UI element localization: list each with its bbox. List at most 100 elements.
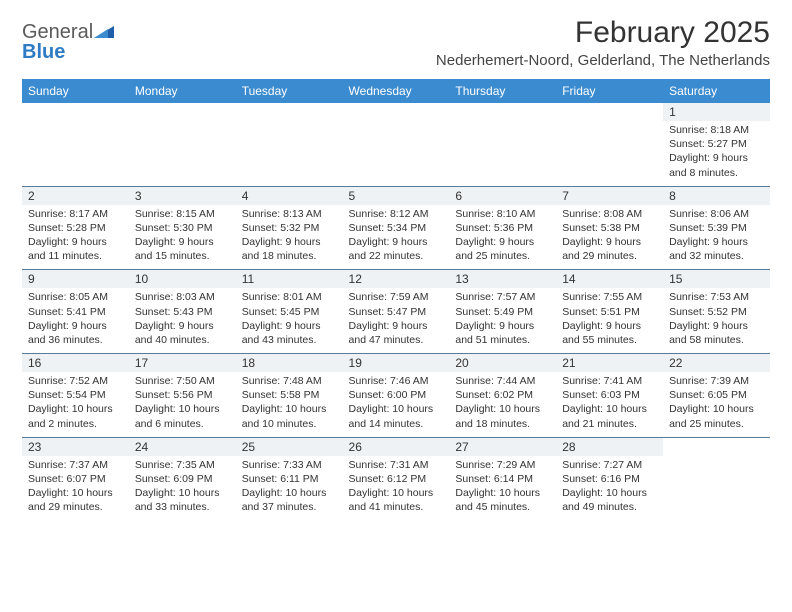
weekday-header: Tuesday <box>236 79 343 103</box>
sunrise-text: Sunrise: 8:18 AM <box>669 123 766 137</box>
sunset-text: Sunset: 5:52 PM <box>669 305 766 319</box>
daylight-text: Daylight: 10 hours and 41 minutes. <box>349 486 446 514</box>
header: General Blue February 2025 Nederhemert-N… <box>22 16 770 69</box>
day-number-cell: 24 <box>129 437 236 456</box>
day-number-cell: 12 <box>343 270 450 289</box>
day-detail-cell <box>236 121 343 186</box>
sunrise-text: Sunrise: 7:35 AM <box>135 458 232 472</box>
day-number-cell: 15 <box>663 270 770 289</box>
day-number-cell <box>236 103 343 121</box>
day-number-cell: 3 <box>129 186 236 205</box>
sunrise-text: Sunrise: 7:46 AM <box>349 374 446 388</box>
day-detail-cell: Sunrise: 7:35 AMSunset: 6:09 PMDaylight:… <box>129 456 236 521</box>
sunset-text: Sunset: 5:41 PM <box>28 305 125 319</box>
sunrise-text: Sunrise: 7:27 AM <box>562 458 659 472</box>
day-detail-cell: Sunrise: 7:59 AMSunset: 5:47 PMDaylight:… <box>343 288 450 353</box>
sunset-text: Sunset: 6:16 PM <box>562 472 659 486</box>
daylight-text: Daylight: 10 hours and 45 minutes. <box>455 486 552 514</box>
day-number-cell: 22 <box>663 354 770 373</box>
weekday-header: Wednesday <box>343 79 450 103</box>
day-number-cell: 19 <box>343 354 450 373</box>
day-detail-cell: Sunrise: 8:17 AMSunset: 5:28 PMDaylight:… <box>22 205 129 270</box>
weekday-header: Thursday <box>449 79 556 103</box>
sunset-text: Sunset: 5:51 PM <box>562 305 659 319</box>
sunset-text: Sunset: 5:56 PM <box>135 388 232 402</box>
day-number-cell: 27 <box>449 437 556 456</box>
day-number-cell: 1 <box>663 103 770 121</box>
sunset-text: Sunset: 5:47 PM <box>349 305 446 319</box>
sunrise-text: Sunrise: 7:41 AM <box>562 374 659 388</box>
sunset-text: Sunset: 5:49 PM <box>455 305 552 319</box>
daylight-text: Daylight: 9 hours and 18 minutes. <box>242 235 339 263</box>
day-number-cell: 2 <box>22 186 129 205</box>
daylight-text: Daylight: 10 hours and 10 minutes. <box>242 402 339 430</box>
day-detail-cell: Sunrise: 8:10 AMSunset: 5:36 PMDaylight:… <box>449 205 556 270</box>
day-number-cell: 17 <box>129 354 236 373</box>
day-number-row: 16171819202122 <box>22 354 770 373</box>
sunset-text: Sunset: 6:07 PM <box>28 472 125 486</box>
sunset-text: Sunset: 6:14 PM <box>455 472 552 486</box>
day-detail-cell <box>22 121 129 186</box>
day-detail-cell: Sunrise: 8:03 AMSunset: 5:43 PMDaylight:… <box>129 288 236 353</box>
day-detail-row: Sunrise: 8:18 AMSunset: 5:27 PMDaylight:… <box>22 121 770 186</box>
daylight-text: Daylight: 9 hours and 15 minutes. <box>135 235 232 263</box>
sunset-text: Sunset: 5:27 PM <box>669 137 766 151</box>
day-detail-cell: Sunrise: 7:31 AMSunset: 6:12 PMDaylight:… <box>343 456 450 521</box>
day-detail-cell: Sunrise: 7:52 AMSunset: 5:54 PMDaylight:… <box>22 372 129 437</box>
sunset-text: Sunset: 5:54 PM <box>28 388 125 402</box>
sunset-text: Sunset: 5:30 PM <box>135 221 232 235</box>
day-number-cell: 25 <box>236 437 343 456</box>
sunset-text: Sunset: 5:36 PM <box>455 221 552 235</box>
brand-logo: General Blue <box>22 16 114 62</box>
sunrise-text: Sunrise: 8:05 AM <box>28 290 125 304</box>
daylight-text: Daylight: 10 hours and 37 minutes. <box>242 486 339 514</box>
sunrise-text: Sunrise: 7:37 AM <box>28 458 125 472</box>
sunrise-text: Sunrise: 8:03 AM <box>135 290 232 304</box>
day-detail-cell: Sunrise: 7:27 AMSunset: 6:16 PMDaylight:… <box>556 456 663 521</box>
sunset-text: Sunset: 6:00 PM <box>349 388 446 402</box>
day-number-cell: 26 <box>343 437 450 456</box>
sunset-text: Sunset: 5:28 PM <box>28 221 125 235</box>
day-detail-cell: Sunrise: 7:53 AMSunset: 5:52 PMDaylight:… <box>663 288 770 353</box>
daylight-text: Daylight: 9 hours and 58 minutes. <box>669 319 766 347</box>
sunset-text: Sunset: 6:11 PM <box>242 472 339 486</box>
day-number-cell: 10 <box>129 270 236 289</box>
day-number-cell: 28 <box>556 437 663 456</box>
sunset-text: Sunset: 5:38 PM <box>562 221 659 235</box>
day-detail-cell: Sunrise: 7:57 AMSunset: 5:49 PMDaylight:… <box>449 288 556 353</box>
day-detail-cell: Sunrise: 7:37 AMSunset: 6:07 PMDaylight:… <box>22 456 129 521</box>
daylight-text: Daylight: 9 hours and 47 minutes. <box>349 319 446 347</box>
sunrise-text: Sunrise: 7:53 AM <box>669 290 766 304</box>
brand-text: General Blue <box>22 22 114 62</box>
sunrise-text: Sunrise: 8:06 AM <box>669 207 766 221</box>
calendar-table: Sunday Monday Tuesday Wednesday Thursday… <box>22 79 770 520</box>
weekday-header-row: Sunday Monday Tuesday Wednesday Thursday… <box>22 79 770 103</box>
sunrise-text: Sunrise: 7:44 AM <box>455 374 552 388</box>
sunset-text: Sunset: 6:03 PM <box>562 388 659 402</box>
day-detail-cell: Sunrise: 8:15 AMSunset: 5:30 PMDaylight:… <box>129 205 236 270</box>
day-detail-row: Sunrise: 7:37 AMSunset: 6:07 PM Daylight:… <box>22 456 770 521</box>
sunrise-text: Sunrise: 7:33 AM <box>242 458 339 472</box>
arrow-icon <box>94 22 114 42</box>
weekday-header: Monday <box>129 79 236 103</box>
sunrise-text: Sunrise: 8:08 AM <box>562 207 659 221</box>
day-number-cell <box>343 103 450 121</box>
daylight-text: Daylight: 10 hours and 2 minutes. <box>28 402 125 430</box>
sunrise-text: Sunrise: 7:48 AM <box>242 374 339 388</box>
day-detail-cell: Sunrise: 7:46 AMSunset: 6:00 PMDaylight:… <box>343 372 450 437</box>
sunrise-text: Sunrise: 8:12 AM <box>349 207 446 221</box>
daylight-text: Daylight: 9 hours and 51 minutes. <box>455 319 552 347</box>
daylight-text: Daylight: 9 hours and 32 minutes. <box>669 235 766 263</box>
day-number-cell: 21 <box>556 354 663 373</box>
day-detail-cell: Sunrise: 8:13 AMSunset: 5:32 PMDaylight:… <box>236 205 343 270</box>
day-detail-cell: Sunrise: 8:05 AMSunset: 5:41 PMDaylight:… <box>22 288 129 353</box>
day-detail-cell: Sunrise: 8:18 AMSunset: 5:27 PMDaylight:… <box>663 121 770 186</box>
sunrise-text: Sunrise: 8:01 AM <box>242 290 339 304</box>
day-number-cell: 7 <box>556 186 663 205</box>
weekday-header: Friday <box>556 79 663 103</box>
day-detail-cell: Sunrise: 8:01 AMSunset: 5:45 PMDaylight:… <box>236 288 343 353</box>
daylight-text: Daylight: 9 hours and 43 minutes. <box>242 319 339 347</box>
sunset-text: Sunset: 5:58 PM <box>242 388 339 402</box>
daylight-text: Daylight: 9 hours and 40 minutes. <box>135 319 232 347</box>
day-detail-cell <box>343 121 450 186</box>
